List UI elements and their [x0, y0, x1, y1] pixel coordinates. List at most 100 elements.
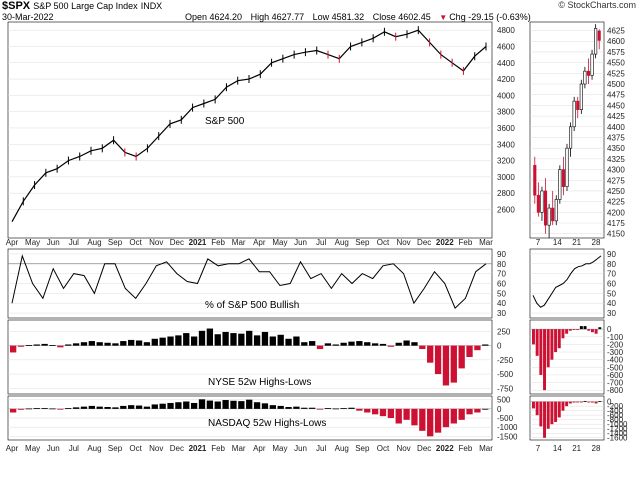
- nyse-bar: [222, 331, 229, 346]
- candle-body: [590, 53, 594, 76]
- x-tick-label: Nov: [149, 444, 163, 453]
- nasdaq-daily-bar: [579, 401, 583, 403]
- y-tick-label: -1400: [607, 429, 628, 438]
- nyse-bar: [17, 345, 25, 347]
- panel-title-main: S&P 500: [205, 116, 245, 127]
- y-tick-label: 4625: [607, 27, 625, 36]
- y-tick-label: -1000: [607, 420, 628, 429]
- y-tick-label: 3000: [497, 173, 515, 182]
- nasdaq-bar: [159, 403, 166, 409]
- y-tick-label: -200: [607, 340, 624, 349]
- nasdaq-bar: [222, 400, 229, 409]
- y-tick-label: -400: [607, 356, 624, 365]
- nasdaq-daily-bar: [590, 401, 594, 403]
- symbol-title: $SPX S&P 500 Large Cap Index INDX: [2, 0, 162, 12]
- y-tick-label: -1500: [497, 432, 518, 441]
- y-tick-label: 2800: [497, 189, 515, 198]
- x-tick-label: Sep: [355, 444, 370, 453]
- nyse-bar: [33, 344, 40, 346]
- y-tick-label: 80: [497, 260, 506, 269]
- nasdaq-daily-bar: [587, 401, 591, 403]
- nasdaq-bar: [442, 408, 450, 428]
- y-tick-label: -300: [607, 348, 624, 357]
- nasdaq-bar: [427, 408, 434, 437]
- nasdaq-bar: [104, 407, 111, 409]
- nasdaq-bar: [80, 406, 88, 409]
- x-tick-label: 14: [553, 444, 562, 453]
- nyse-bar: [159, 337, 166, 346]
- panel-title-nyse: NYSE 52w Highs-Lows: [208, 377, 311, 388]
- nyse-bar: [261, 331, 269, 346]
- nyse-bar: [324, 343, 332, 346]
- y-tick-label: -1000: [497, 423, 518, 432]
- x-tick-label: Oct: [377, 238, 390, 247]
- y-tick-label: 250: [497, 327, 511, 336]
- nasdaq-bar: [474, 408, 481, 413]
- y-tick-label: -800: [607, 416, 624, 425]
- nyse-bar: [112, 343, 119, 346]
- candle-body: [554, 199, 558, 222]
- y-tick-label: 70: [497, 270, 506, 279]
- candle-body: [576, 100, 580, 110]
- nasdaq-bar: [96, 406, 103, 409]
- nyse-daily-bar: [572, 329, 576, 330]
- x-tick-label: May: [272, 444, 287, 453]
- nasdaq-bar: [151, 404, 158, 409]
- nasdaq-bar: [49, 408, 56, 410]
- nasdaq-bar: [190, 402, 198, 409]
- nyse-bar: [25, 345, 33, 346]
- nasdaq-daily-bar: [561, 401, 565, 411]
- x-tick-label: Aug: [335, 238, 349, 247]
- nasdaq-bar: [57, 408, 64, 410]
- nasdaq-daily-bar: [532, 401, 535, 409]
- nasdaq-bar: [411, 408, 418, 426]
- nasdaq-bar: [33, 408, 40, 409]
- y-tick-label: 90: [497, 250, 506, 259]
- chart-header: $SPX S&P 500 Large Cap Index INDX 30-Mar…: [0, 0, 640, 24]
- nasdaq-bar: [167, 402, 174, 409]
- x-tick-label: Apr: [6, 444, 19, 453]
- nasdaq-daily-bar: [546, 401, 550, 429]
- candle-body: [551, 207, 555, 222]
- nasdaq-daily-bar: [539, 401, 543, 427]
- nasdaq-bar: [395, 408, 402, 424]
- x-tick-label: 21: [572, 444, 581, 453]
- brand-label: © StockCharts.com: [558, 0, 636, 10]
- nasdaq-bar: [285, 407, 292, 409]
- y-tick-label: 4250: [607, 187, 625, 196]
- y-tick-label: 80: [607, 260, 616, 269]
- nasdaq-bar: [364, 408, 371, 413]
- x-tick-label: Jun: [47, 444, 60, 453]
- x-tick-label: Jun: [47, 238, 60, 247]
- nyse-bar: [450, 345, 457, 383]
- nasdaq-bar: [128, 405, 135, 409]
- candle-body: [536, 194, 540, 213]
- y-tick-label: 4550: [607, 59, 625, 68]
- x-tick-label: Sep: [108, 444, 123, 453]
- nyse-daily-bar: [568, 329, 572, 331]
- nyse-daily-bar: [565, 329, 569, 334]
- x-tick-label: 7: [536, 444, 541, 453]
- nyse-bar: [190, 336, 198, 346]
- x-tick-label: Mar: [479, 238, 493, 247]
- nasdaq-bar: [230, 400, 237, 409]
- y-tick-label: -750: [497, 384, 514, 393]
- nasdaq-bar: [301, 407, 308, 409]
- nyse-bar: [269, 336, 276, 346]
- nasdaq-bar: [434, 408, 442, 433]
- nyse-daily-bar: [583, 326, 587, 330]
- x-tick-label: Dec: [417, 444, 431, 453]
- y-tick-label: -500: [497, 370, 514, 379]
- candle-body: [565, 147, 569, 187]
- nyse-daily-bar: [576, 329, 580, 330]
- nyse-bar: [395, 342, 402, 346]
- nasdaq-bar: [379, 408, 387, 417]
- y-tick-label: 4275: [607, 176, 625, 185]
- nyse-daily-bar: [554, 329, 558, 353]
- nasdaq-daily-bar: [583, 400, 587, 402]
- y-tick-label: 2600: [497, 205, 515, 214]
- nyse-bar: [135, 340, 143, 346]
- nasdaq-bar: [143, 406, 151, 409]
- nasdaq-bar: [17, 408, 25, 410]
- candle-body: [540, 190, 544, 213]
